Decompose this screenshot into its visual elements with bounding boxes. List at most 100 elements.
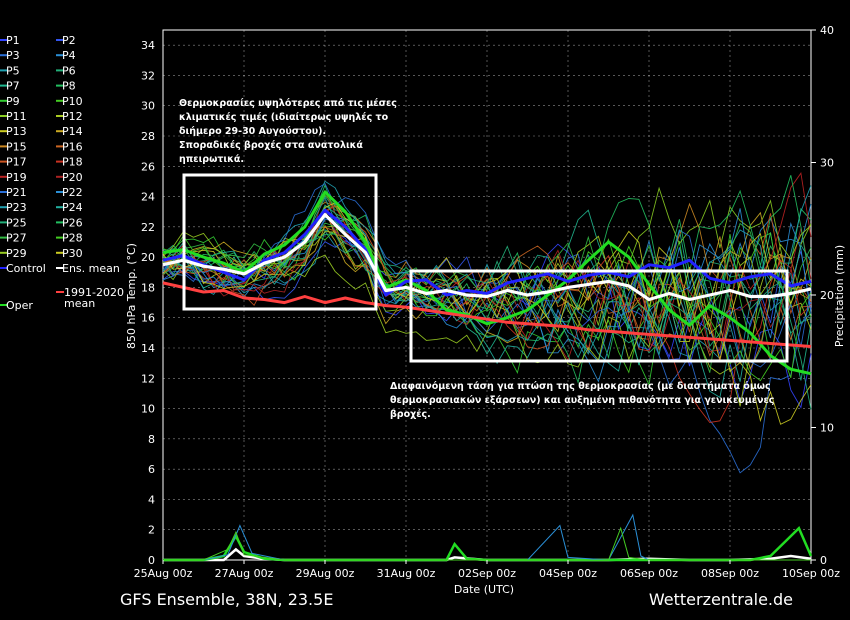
- y-tick-label: 6: [148, 463, 155, 476]
- y-tick-label: 18: [141, 281, 155, 294]
- y-tick-label: 32: [141, 69, 155, 82]
- legend-item-p14: P14: [62, 125, 83, 138]
- legend-item-p22: P22: [62, 186, 83, 199]
- member-line-P30: [162, 202, 812, 361]
- legend-item-p3: P3: [6, 49, 20, 62]
- legend-item-p23: P23: [6, 201, 27, 214]
- y-axis-label: 850 hPa Temp. (°C): [125, 243, 138, 349]
- legend-item-p30: P30: [62, 247, 83, 260]
- series-line-ens-mean: [162, 213, 812, 302]
- y2-tick-label: 20: [820, 289, 834, 302]
- y-tick-label: 4: [148, 493, 155, 506]
- chart-title: Athens (GR) 850 hPa Temp. & Precipitatio…: [163, 3, 708, 22]
- footer-site: Wetterzentrale.de: [649, 590, 793, 609]
- legend-item-p19: P19: [6, 171, 27, 184]
- legend-item-p21: P21: [6, 186, 27, 199]
- y-tick-label: 14: [141, 342, 155, 355]
- annotation-line: Σποραδικές βροχές στα ανατολικά: [179, 140, 363, 151]
- member-line-P5: [162, 230, 812, 362]
- legend-item-p7: P7: [6, 80, 20, 93]
- annotation-line: Διαφαινόμενη τάση για πτώση της θερμοκρα…: [390, 381, 771, 392]
- precip-line-p10: [163, 526, 811, 561]
- legend-item-ens-mean: Ens. mean: [62, 262, 120, 275]
- legend: P1 P2 P3 P4 P5 P6 P7 P8 P9 P10 P11 P12 P13 P14 P15 P16 P…: [0, 34, 124, 312]
- legend-item-p6: P6: [62, 64, 76, 77]
- x-tick-label: 27Aug 00z: [215, 567, 274, 580]
- legend-item-climate-line2: mean: [64, 297, 95, 310]
- member-line-P19: [162, 172, 812, 362]
- annotation-top-left: Θερμοκρασίες υψηλότερες από τις μέσες κλ…: [179, 98, 397, 165]
- annotation-line: ηπειρωτικά.: [179, 154, 244, 165]
- y-tick-label: 16: [141, 312, 155, 325]
- y2-axis-label: Precipitation (mm): [833, 245, 846, 347]
- legend-item-p24: P24: [62, 201, 83, 214]
- y2-tick-label: 30: [820, 157, 834, 170]
- x-tick-label: 29Aug 00z: [296, 567, 355, 580]
- series-line-1991-2020-mean: [162, 281, 812, 348]
- x-tick-label: 06Sep 00z: [620, 567, 678, 580]
- x-axis-ticks: 25Aug 00z 27Aug 00z 29Aug 00z 31Aug 00z 02Se…: [134, 560, 840, 580]
- x-tick-label: 31Aug 00z: [377, 567, 436, 580]
- legend-item-p18: P18: [62, 156, 83, 169]
- member-line-P27: [162, 218, 812, 373]
- legend-item-p4: P4: [62, 49, 76, 62]
- y2-tick-label: 40: [820, 24, 834, 37]
- legend-item-p12: P12: [62, 110, 83, 123]
- x-tick-label: 25Aug 00z: [134, 567, 193, 580]
- legend-item-p25: P25: [6, 216, 27, 229]
- series-line-oper: [162, 190, 812, 376]
- legend-item-p16: P16: [62, 140, 83, 153]
- annotation-bottom-right: Διαφαινόμενη τάση για πτώση της θερμοκρα…: [390, 381, 774, 420]
- member-line-P24: [162, 196, 812, 399]
- x-tick-label: 04Sep 00z: [539, 567, 597, 580]
- member-line-P28: [162, 194, 812, 382]
- legend-item-p26: P26: [62, 216, 83, 229]
- member-line-P15: [162, 202, 812, 371]
- y-tick-label: 0: [148, 554, 155, 567]
- legend-item-p5: P5: [6, 64, 20, 77]
- legend-item-p9: P9: [6, 95, 20, 108]
- legend-item-p11: P11: [6, 110, 27, 123]
- highlighted-series: [162, 190, 812, 376]
- y-tick-label: 12: [141, 372, 155, 385]
- annotation-line: βροχές.: [390, 409, 431, 420]
- highlight-box-late-trend: [409, 269, 789, 363]
- y-tick-label: 10: [141, 403, 155, 416]
- precipitation-lines: [163, 513, 813, 562]
- member-line-P3: [162, 218, 812, 474]
- y-tick-label: 28: [141, 130, 155, 143]
- legend-item-p17: P17: [6, 156, 27, 169]
- legend-item-climate: 1991-2020: [64, 286, 124, 299]
- y-tick-label: 30: [141, 100, 155, 113]
- x-tick-label: 02Sep 00z: [458, 567, 516, 580]
- annotation-line: Θερμοκρασίες υψηλότερες από τις μέσες: [179, 98, 397, 109]
- highlight-box-early-heat: [182, 173, 378, 311]
- annotation-line: θερμοκρασιακών εξάρσεων) και αυξημένη πι…: [390, 395, 774, 406]
- member-line-P6: [162, 195, 812, 370]
- y-tick-label: 26: [141, 160, 155, 173]
- y-tick-label: 8: [148, 433, 155, 446]
- legend-item-p8: P8: [62, 80, 76, 93]
- legend-item-p15: P15: [6, 140, 27, 153]
- annotation-line: κλιματικές τιμές (ιδιαίτερως υψηλές το: [179, 112, 389, 123]
- legend-item-p20: P20: [62, 171, 83, 184]
- footer-source: GFS Ensemble, 38N, 23.5E: [120, 590, 333, 609]
- legend-item-control: Control: [6, 262, 46, 275]
- legend-item-oper: Oper: [6, 299, 33, 312]
- legend-item-p29: P29: [6, 247, 27, 260]
- y2-tick-label: 0: [820, 554, 827, 567]
- x-axis-label: Date (UTC): [454, 583, 514, 596]
- y2-tick-label: 10: [820, 422, 834, 435]
- legend-item-p27: P27: [6, 232, 27, 245]
- legend-item-p13: P13: [6, 125, 27, 138]
- y-tick-label: 22: [141, 221, 155, 234]
- legend-item-p1: P1: [6, 34, 20, 47]
- y2-axis-ticks: 0 10 20 30 40: [811, 24, 834, 567]
- y-tick-label: 20: [141, 251, 155, 264]
- x-tick-label: 08Sep 00z: [701, 567, 759, 580]
- y-tick-label: 2: [148, 524, 155, 537]
- x-tick-label: 10Sep 00z: [782, 567, 840, 580]
- legend-item-p10: P10: [62, 95, 83, 108]
